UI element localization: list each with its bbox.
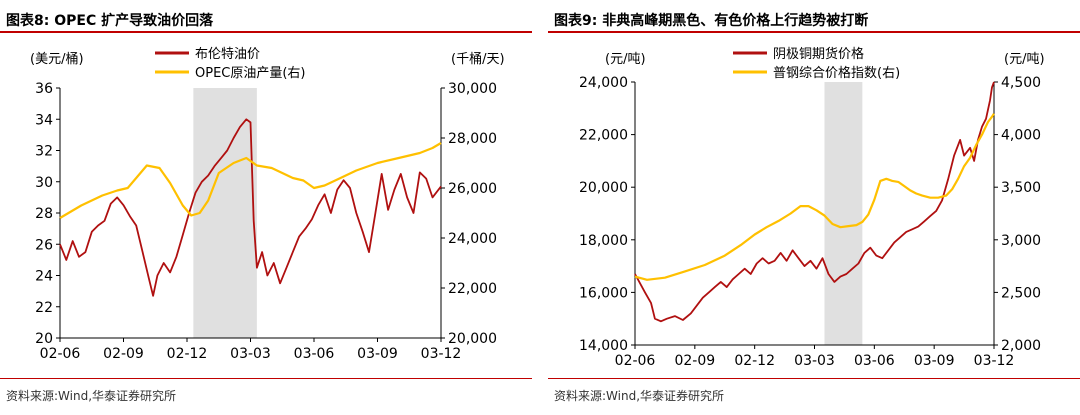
y-right-tick-label: 22,000 [448,281,497,297]
x-tick-label: 03-03 [794,353,835,369]
x-tick-label: 03-12 [974,353,1015,369]
y-right-tick-label: 2,500 [1001,285,1041,301]
y-left-tick-label: 36 [35,81,53,97]
chart-title: 图表8: OPEC 扩产导致油价回落 [6,13,214,29]
y-right-tick-label: 24,000 [448,231,497,247]
series-line-1 [634,81,995,323]
title-rule [548,31,1080,33]
x-tick-label: 03-03 [230,346,271,362]
source-note: 资料来源:Wind,华泰证券研究所 [554,389,725,403]
y-left-unit-label: (元/吨) [605,52,646,67]
y-left-tick-label: 34 [35,112,53,128]
legend-label: OPEC原油产量(右) [195,66,306,81]
x-tick-label: 03-12 [421,346,462,362]
y-left-tick-label: 20,000 [579,180,628,196]
y-left-tick-label: 24,000 [579,75,628,91]
series-line-2 [59,142,442,219]
y-left-tick-label: 20 [35,331,53,347]
shaded-period [193,88,257,338]
y-left-unit-label: (美元/桶) [30,52,84,67]
y-left-tick-label: 22 [35,300,53,316]
oil-chart-svg: 20 22 24 26 28 30 32 34 36 20,000 22,000 24,000 26,0… [30,47,505,362]
x-tick-label: 03-09 [914,353,955,369]
x-tick-label: 02-09 [103,346,144,362]
source-note: 资料来源:Wind,华泰证券研究所 [6,389,177,403]
x-tick-label: 02-06 [615,353,656,369]
legend-label: 阴极铜期货价格 [773,46,864,62]
y-left-tick-label: 14,000 [579,338,628,354]
y-left-tick-label: 18,000 [579,233,628,249]
y-left-tick-label: 16,000 [579,285,628,301]
y-right-unit-label: (元/吨) [1004,52,1045,67]
chart-panel-oil: 图表8: OPEC 扩产导致油价回落 20 22 24 26 28 30 32 34 36 20,… [0,0,532,415]
x-tick-label: 02-12 [167,346,208,362]
y-right-tick-label: 30,000 [448,81,497,97]
y-left-tick-label: 26 [35,237,53,253]
y-left-tick-label: 22,000 [579,128,628,144]
legend-label: 布伦特油价 [195,47,260,62]
source-rule [548,378,1080,379]
chart-title: 图表9: 非典高峰期黑色、有色价格上行趋势被打断 [554,13,869,29]
x-tick-label: 03-06 [294,346,335,362]
y-right-tick-label: 20,000 [448,331,497,347]
x-tick-label: 03-09 [357,346,398,362]
y-right-tick-label: 4,000 [1001,128,1041,144]
y-right-tick-label: 26,000 [448,181,497,197]
x-tick-label: 02-09 [674,353,715,369]
y-right-tick-label: 4,500 [1001,75,1041,91]
x-tick-label: 02-06 [40,346,81,362]
title-rule [0,31,532,33]
y-left-tick-label: 24 [35,269,53,285]
shaded-period [824,82,863,345]
legend-label: 普钢综合价格指数(右) [773,65,900,81]
y-left-tick-label: 30 [35,175,53,191]
source-rule [0,378,532,379]
metals-chart-svg: 14,000 16,000 18,000 20,000 22,000 24,000 2,00… [579,46,1045,369]
x-tick-label: 02-12 [734,353,775,369]
y-right-tick-label: 2,000 [1001,338,1041,354]
y-right-unit-label: (千桶/天) [451,52,505,67]
series-line-1 [59,118,442,297]
y-left-tick-label: 32 [35,144,53,160]
y-right-tick-label: 3,500 [1001,180,1041,196]
chart-panel-metals: 图表9: 非典高峰期黑色、有色价格上行趋势被打断 14,000 16,000 18,… [548,0,1080,415]
y-left-tick-label: 28 [35,206,53,222]
y-right-tick-label: 3,000 [1001,233,1041,249]
series-line-2 [634,113,995,281]
x-tick-label: 03-06 [854,353,895,369]
y-right-tick-label: 28,000 [448,131,497,147]
